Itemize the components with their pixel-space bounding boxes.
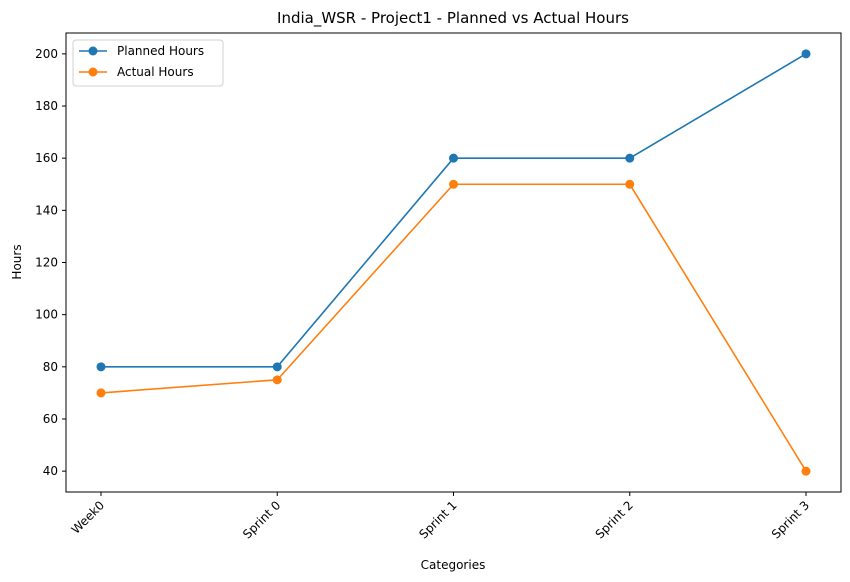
y-axis: 40 60 80 100 120 140 160 180 200 [35,47,66,478]
point-actual-hours-week0 [96,388,106,398]
point-actual-hours-sprint-0 [272,375,282,385]
y-tick-label-180: 180 [35,99,58,113]
y-tick-label-160: 160 [35,151,58,165]
chart-title: India_WSR - Project1 - Planned vs Actual… [277,9,629,28]
y-tick-label-200: 200 [35,47,58,61]
legend-label-actual-hours: Actual Hours [117,65,194,79]
point-actual-hours-sprint-2 [625,179,635,189]
y-tick-label-60: 60 [43,412,58,426]
point-planned-hours-sprint-0 [272,362,282,372]
x-axis-title: Categories [421,558,486,572]
y-tick-label-100: 100 [35,308,58,322]
y-axis-title: Hours [10,244,24,279]
legend-label-planned-hours: Planned Hours [117,44,204,58]
point-planned-hours-sprint-3 [801,49,811,59]
point-planned-hours-sprint-2 [625,153,635,163]
legend: Planned Hours Actual Hours [72,39,224,87]
point-actual-hours-sprint-1 [449,179,458,189]
legend-frame [72,39,224,87]
y-tick-label-80: 80 [43,360,58,374]
legend-marker-actual-hours [88,67,98,77]
y-tick-label-40: 40 [43,464,58,478]
y-tick-label-120: 120 [35,256,58,270]
point-planned-hours-week0 [96,362,106,372]
legend-marker-planned-hours [88,46,98,56]
point-planned-hours-sprint-1 [449,153,458,163]
series-layer [96,49,811,476]
y-tick-label-140: 140 [35,203,58,217]
point-actual-hours-sprint-3 [801,466,811,476]
